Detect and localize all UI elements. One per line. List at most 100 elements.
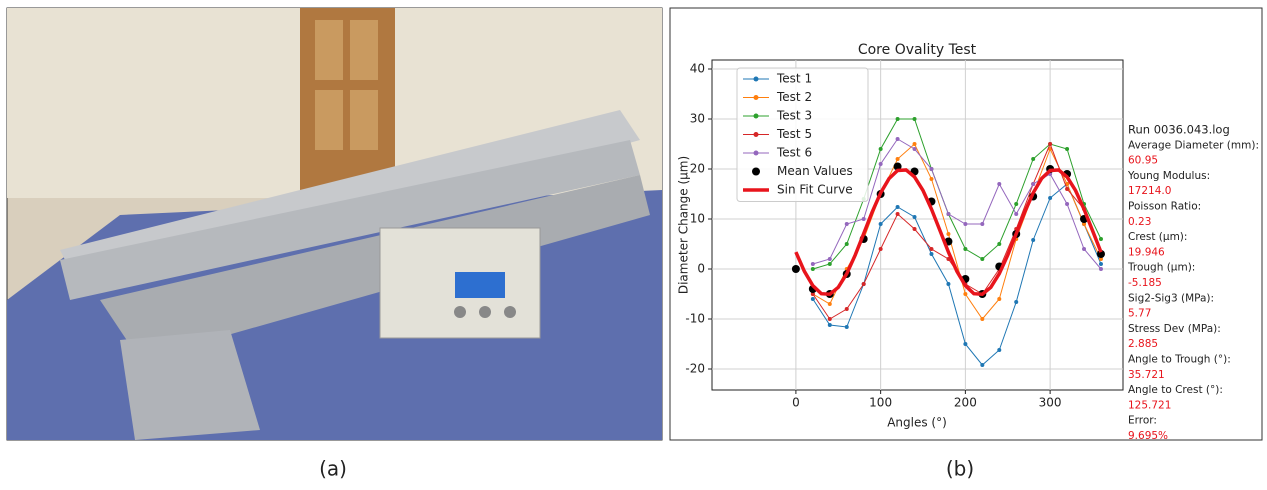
data-point [1098,267,1103,271]
x-tick-label: 100 [869,396,892,410]
legend-marker [753,76,759,82]
series-line [794,168,1103,297]
annotation-label: Stress Dev (MPa): [1128,323,1221,335]
y-tick-label: 0 [697,262,705,276]
data-point [1096,250,1105,258]
annotation-value: 19.946 [1128,246,1165,258]
series-line [812,138,1102,270]
data-point [844,325,849,329]
x-tick-label: 300 [1039,396,1062,410]
data-point [980,222,985,226]
data-point [946,212,951,216]
data-point [810,267,815,271]
data-point [912,227,917,231]
y-tick-label: 20 [690,162,705,176]
data-point [997,242,1002,246]
data-point [893,162,902,171]
annotation-value: -5.185 [1128,277,1162,289]
y-tick-label: -20 [685,362,705,376]
annotation-label: Average Diameter (mm): [1128,139,1259,151]
data-point [1031,238,1036,242]
data-point [980,363,985,367]
annotation-label: Crest (µm): [1128,231,1187,243]
annotation-label: Young Modulus: [1127,170,1210,182]
legend-marker [753,113,759,119]
annotation-label: Trough (µm): [1127,262,1195,274]
data-point [810,297,815,301]
data-point [895,137,900,141]
annotation-value: 0.23 [1128,216,1151,228]
data-point [1098,262,1103,266]
data-point [895,117,900,121]
legend-marker [753,95,759,100]
legend-label: Test 3 [776,109,812,123]
data-point [844,242,849,246]
data-point [827,302,832,306]
annotation-label: Angle to Trough (°): [1128,354,1231,366]
annotation-value: 17214.0 [1128,185,1171,197]
data-point [827,262,832,266]
y-tick-label: 10 [690,212,705,226]
x-tick-label: 0 [792,396,800,410]
y-tick-label: -10 [685,312,705,326]
photo [6,7,663,441]
data-point [878,162,883,166]
data-point [791,265,800,273]
data-point [1031,182,1036,186]
data-point [980,257,985,261]
data-point [878,222,883,226]
x-tick-label: 200 [954,396,977,410]
annotation-heading: Run 0036.043.log [1128,123,1230,137]
data-point [1065,147,1070,151]
data-point [1098,237,1103,241]
data-point [1048,142,1053,146]
data-point [861,282,866,286]
data-point [963,222,968,226]
legend-marker [753,150,759,156]
legend-label: Test 5 [776,127,812,141]
annotation-value: 125.721 [1128,399,1171,411]
annotation-label: Angle to Crest (°): [1128,384,1223,396]
data-point [963,292,968,296]
legend-label: Mean Values [777,164,853,178]
data-point [810,292,815,296]
data-point [1065,187,1070,191]
series-line [812,118,1102,270]
data-point [827,323,832,327]
caption: (a) [319,457,347,481]
annotation-label: Sig2-Sig3 (MPa): [1128,292,1214,304]
data-point [963,342,968,346]
data-point [1082,247,1087,251]
caption: (b) [946,457,974,481]
annotation-label: Error: [1128,415,1157,427]
data-point [929,167,934,171]
data-point [912,215,917,219]
annotation-value: 2.885 [1128,338,1158,350]
data-point [912,147,917,151]
x-axis-label: Angles (°) [887,416,947,430]
y-tick-label: 30 [690,112,705,126]
data-point [1048,196,1053,200]
data-point [878,247,883,251]
data-point [980,317,985,321]
data-point [997,297,1002,301]
data-point [1065,202,1070,206]
data-point [844,222,849,226]
legend-label: Test 1 [776,72,812,86]
legend-marker [752,167,760,176]
data-point [946,232,951,236]
data-point [1014,212,1019,216]
annotation-value: 60.95 [1128,155,1158,167]
legend-box [736,67,869,202]
data-point [997,182,1002,186]
data-point [844,307,849,311]
annotation-value: 5.77 [1128,308,1151,320]
data-point [827,257,832,261]
y-tick-label: 40 [690,62,705,76]
legend-label: Test 2 [776,90,812,104]
data-point [1014,300,1019,304]
data-point [912,142,917,146]
data-point [929,177,934,181]
data-point [946,282,951,286]
